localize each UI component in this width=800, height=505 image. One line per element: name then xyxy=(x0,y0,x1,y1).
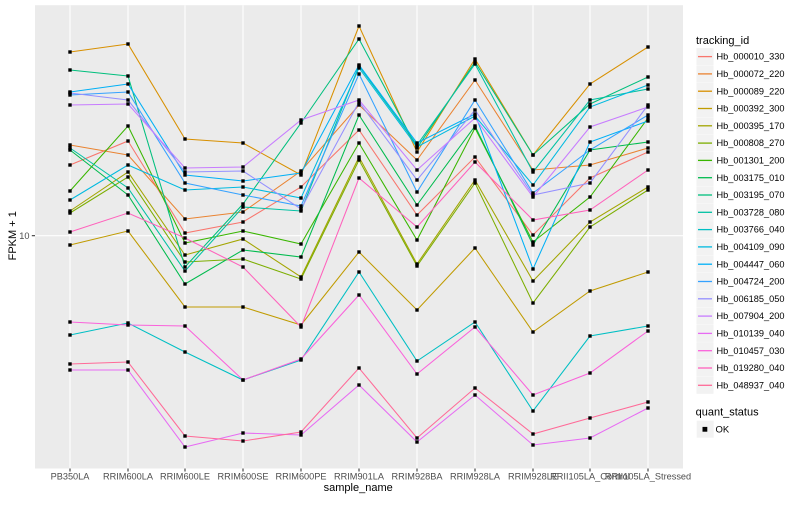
svg-text:Hb_000808_270: Hb_000808_270 xyxy=(717,138,785,148)
svg-text:PB350LA: PB350LA xyxy=(51,472,91,482)
svg-text:Hb_003728_080: Hb_003728_080 xyxy=(717,207,785,217)
svg-text:Hb_003175_010: Hb_003175_010 xyxy=(717,173,785,183)
svg-text:tracking_id: tracking_id xyxy=(696,35,749,47)
svg-text:Hb_004109_090: Hb_004109_090 xyxy=(717,242,785,252)
svg-text:Hb_001301_200: Hb_001301_200 xyxy=(717,156,785,166)
svg-text:RRII105LA_Stressed: RRII105LA_Stressed xyxy=(605,472,691,482)
svg-text:Hb_000395_170: Hb_000395_170 xyxy=(717,121,785,131)
svg-text:Hb_004724_200: Hb_004724_200 xyxy=(717,277,785,287)
svg-text:Hb_000010_330: Hb_000010_330 xyxy=(717,52,785,62)
svg-text:Hb_019280_040: Hb_019280_040 xyxy=(717,363,785,373)
svg-text:Hb_003195_070: Hb_003195_070 xyxy=(717,190,785,200)
svg-text:RRIM600LE: RRIM600LE xyxy=(160,472,210,482)
svg-text:Hb_006185_050: Hb_006185_050 xyxy=(717,294,785,304)
svg-text:RRIM901LA: RRIM901LA xyxy=(334,472,385,482)
svg-text:OK: OK xyxy=(716,425,730,436)
svg-text:Hb_004447_060: Hb_004447_060 xyxy=(717,259,785,269)
svg-text:10: 10 xyxy=(19,231,29,241)
svg-text:FPKM + 1: FPKM + 1 xyxy=(7,211,19,260)
svg-text:Hb_010139_040: Hb_010139_040 xyxy=(717,329,785,339)
svg-text:RRIM928LE: RRIM928LE xyxy=(508,472,558,482)
svg-text:RRIM928BA: RRIM928BA xyxy=(391,472,443,482)
svg-text:RRII105LA_Control: RRII105LA_Control xyxy=(550,472,630,482)
svg-text:Hb_010457_030: Hb_010457_030 xyxy=(717,346,785,356)
svg-text:RRIM928LA: RRIM928LA xyxy=(450,472,501,482)
svg-text:RRIM600LA: RRIM600LA xyxy=(103,472,154,482)
svg-text:Hb_003766_040: Hb_003766_040 xyxy=(717,225,785,235)
svg-text:Hb_000072_220: Hb_000072_220 xyxy=(717,69,785,79)
svg-text:RRIM600PE: RRIM600PE xyxy=(275,472,326,482)
svg-text:Hb_000089_220: Hb_000089_220 xyxy=(717,86,785,96)
svg-text:sample_name: sample_name xyxy=(324,482,393,494)
svg-text:Hb_048937_040: Hb_048937_040 xyxy=(717,380,785,390)
svg-text:Hb_007904_200: Hb_007904_200 xyxy=(717,311,785,321)
svg-text:Hb_000392_300: Hb_000392_300 xyxy=(717,104,785,114)
svg-text:quant_status: quant_status xyxy=(696,407,759,419)
svg-text:RRIM600SE: RRIM600SE xyxy=(217,472,268,482)
